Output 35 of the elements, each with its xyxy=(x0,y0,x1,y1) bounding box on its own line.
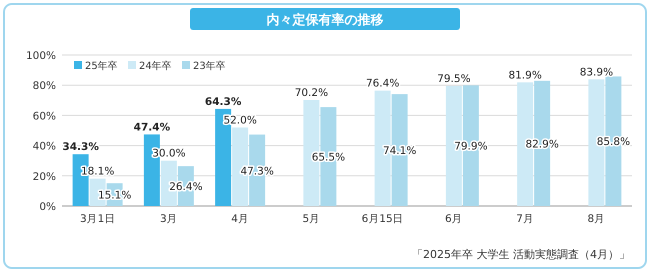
y-tick-label: 0% xyxy=(39,201,56,213)
x-tick-label: 6月 xyxy=(445,213,463,225)
data-label: 70.2% xyxy=(294,87,328,99)
legend-label: 25年卒 xyxy=(85,60,118,72)
x-tick-label: 4月 xyxy=(231,213,249,225)
data-label: 34.3% xyxy=(62,141,100,154)
x-tick-label: 5月 xyxy=(302,213,320,225)
y-tick-label: 80% xyxy=(32,80,56,92)
x-tick-label: 3月1日 xyxy=(80,213,116,225)
x-tick-label: 3月 xyxy=(160,213,178,225)
data-label: 65.5% xyxy=(312,152,346,164)
data-label: 79.9% xyxy=(454,140,488,153)
y-tick-label: 20% xyxy=(32,170,56,183)
legend-label: 24年卒 xyxy=(139,60,172,72)
data-label: 15.1% xyxy=(98,190,132,202)
chart-title: 内々定保有率の推移 xyxy=(266,12,384,28)
data-label: 85.8% xyxy=(596,136,630,148)
data-label: 64.3% xyxy=(204,96,242,108)
data-label: 26.4% xyxy=(169,181,203,194)
data-label: 47.4% xyxy=(134,121,171,134)
y-tick-label: 60% xyxy=(32,110,56,122)
data-label: 74.1% xyxy=(382,145,416,158)
y-tick-label: 40% xyxy=(32,140,56,153)
data-label: 79.5% xyxy=(437,72,471,85)
x-tick-label: 7月 xyxy=(516,213,534,225)
data-label: 47.3% xyxy=(240,165,274,178)
data-label: 83.9% xyxy=(580,66,614,78)
data-label: 82.9% xyxy=(525,138,559,150)
data-label: 76.4% xyxy=(366,78,400,90)
x-tick-label: 6月15日 xyxy=(362,213,404,225)
y-tick-label: 100% xyxy=(26,50,56,62)
data-label: 81.9% xyxy=(508,69,542,82)
text: 「2025年卒 大学生 活動実態調査（4月）」 xyxy=(412,248,630,261)
legend-label: 23年卒 xyxy=(193,60,226,72)
x-tick-label: 8月 xyxy=(588,213,606,225)
